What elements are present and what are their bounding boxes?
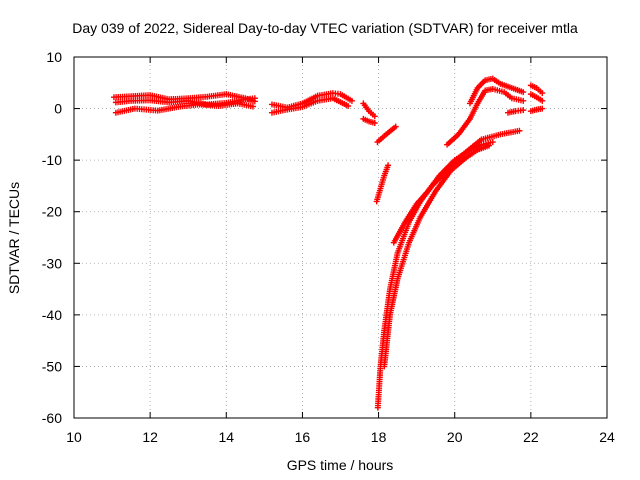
data-point-markers (527, 82, 546, 97)
x-axis-label: GPS time / hours (287, 457, 394, 473)
data-point-markers (112, 95, 258, 108)
plot-frame (73, 56, 608, 419)
x-tick-label: 10 (66, 429, 82, 445)
y-tick-label: 10 (46, 49, 62, 65)
data-point-markers (505, 107, 527, 116)
data-point-markers (381, 142, 492, 370)
y-tick-label: -20 (42, 204, 62, 220)
data-point-markers (374, 123, 399, 146)
series-track-i (373, 162, 392, 205)
series-track-l (390, 139, 496, 246)
y-tick-label: -50 (42, 358, 62, 374)
x-tick-label: 12 (142, 429, 158, 445)
chart-title: Day 039 of 2022, Sidereal Day-to-day VTE… (72, 20, 578, 36)
data-point-markers (373, 162, 392, 205)
x-tick-label: 22 (523, 429, 539, 445)
x-tick-label: 18 (371, 429, 387, 445)
series-track-c (112, 100, 256, 116)
y-tick-label: -10 (42, 152, 62, 168)
series-track-h (374, 123, 399, 146)
y-tick-label: -60 (42, 410, 62, 426)
x-tick-label: 16 (295, 429, 311, 445)
data-layer (110, 75, 546, 411)
y-tick-label: -40 (42, 307, 62, 323)
series-track-q (527, 91, 546, 104)
x-tick-label: 24 (599, 429, 615, 445)
data-point-markers (390, 139, 496, 246)
series-track-k (381, 142, 492, 370)
data-point-markers (268, 95, 352, 116)
series-track-n (466, 75, 527, 107)
series-track-r (527, 105, 546, 115)
x-tick-label: 20 (447, 429, 463, 445)
data-point-markers (360, 100, 378, 120)
data-point-markers (444, 85, 527, 148)
series-track-m (444, 85, 527, 148)
data-point-markers (360, 115, 378, 127)
series-track-b (112, 95, 258, 108)
series-track-e (268, 95, 352, 116)
series-track-o (505, 107, 527, 116)
series-track-p (527, 82, 546, 97)
data-point-markers (466, 75, 527, 107)
series-track-g (360, 115, 378, 127)
series-track-f (360, 100, 378, 120)
data-point-markers (112, 100, 256, 116)
y-tick-label: -30 (42, 255, 62, 271)
x-tick-label: 14 (218, 429, 234, 445)
ticks: 10 12 14 16 18 20 22 24 -60 -50 -40 -30 -20 -10 0 10 (42, 49, 615, 445)
data-point-markers (527, 105, 546, 115)
y-tick-label: 0 (54, 101, 62, 117)
data-point-markers (527, 91, 546, 104)
y-axis-label: SDTVAR / TECUs (6, 182, 22, 294)
